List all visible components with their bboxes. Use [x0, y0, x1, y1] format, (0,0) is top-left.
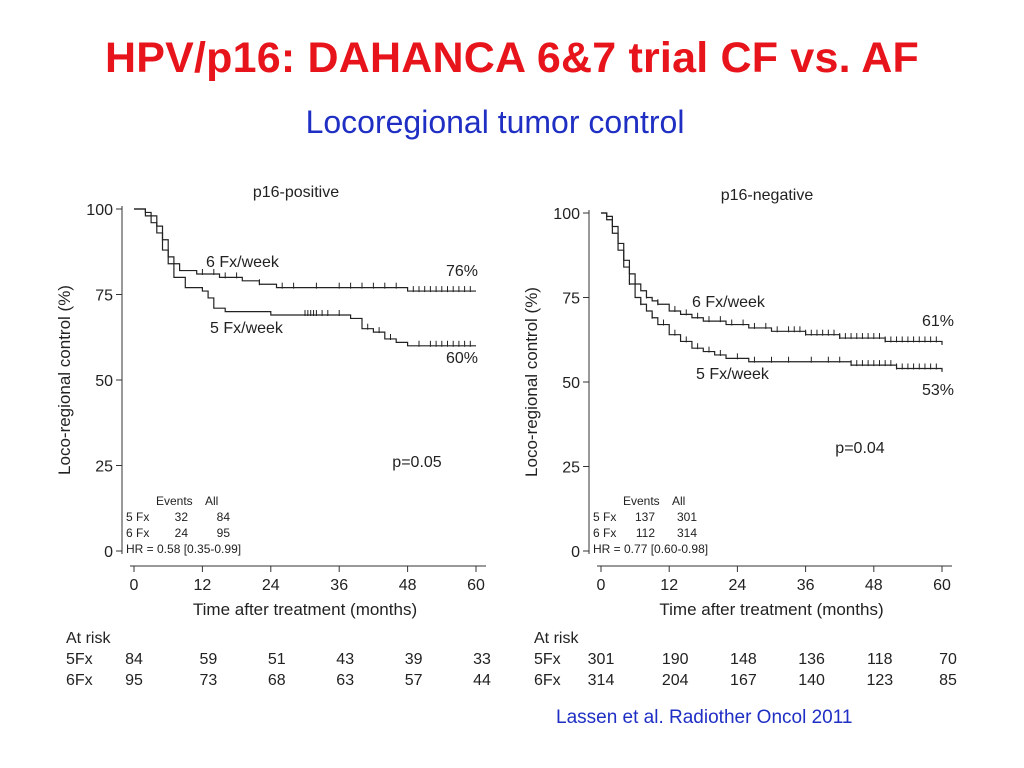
p-value: p=0.05	[392, 454, 441, 471]
events-count: 32	[175, 510, 189, 524]
x-tick-label: 48	[399, 577, 417, 594]
x-tick-label: 60	[467, 577, 485, 594]
series-label: 5 Fx/week	[210, 320, 284, 337]
series-end-label: 60%	[446, 350, 478, 367]
events-count: 24	[175, 526, 189, 540]
x-tick-label: 48	[865, 577, 883, 594]
at-risk-value: 148	[730, 651, 757, 668]
p-value: p=0.04	[835, 440, 884, 457]
all-header: All	[672, 494, 685, 508]
events-row-label: 5 Fx	[593, 510, 616, 524]
chart-p16-negative: 0 25 50 75 100 0 12 24 36 48 60 Time after treatmen…	[522, 187, 957, 689]
at-risk-value: 44	[473, 672, 491, 689]
x-tick-label: 24	[729, 577, 747, 594]
series-end-label: 76%	[446, 263, 478, 280]
km-curve-6fx	[601, 212, 943, 345]
y-tick-label: 75	[562, 291, 580, 308]
events-count: 137	[635, 510, 655, 524]
y-tick-label: 50	[95, 373, 113, 390]
series-label: 6 Fx/week	[692, 294, 766, 311]
all-count: 301	[677, 510, 697, 524]
hazard-ratio: HR = 0.58 [0.35-0.99]	[126, 542, 241, 556]
at-risk-value: 301	[588, 651, 615, 668]
all-count: 95	[217, 526, 231, 540]
page-title: HPV/p16: DAHANCA 6&7 trial CF vs. AF	[105, 34, 919, 82]
km-curve-6fx	[134, 208, 476, 292]
x-tick-label: 0	[130, 577, 139, 594]
y-tick-label: 50	[562, 375, 580, 392]
at-risk-value: 204	[662, 672, 689, 689]
at-risk-row-label: 5Fx	[534, 651, 561, 668]
at-risk-value: 43	[336, 651, 354, 668]
at-risk-value: 190	[662, 651, 689, 668]
km-curve-5fx	[134, 208, 476, 347]
x-tick-label: 36	[330, 577, 348, 594]
at-risk-row-label: 6Fx	[66, 672, 93, 689]
x-axis-label: Time after treatment (months)	[659, 600, 883, 619]
at-risk-value: 118	[867, 651, 893, 668]
at-risk-value: 63	[336, 672, 354, 689]
events-header: Events	[156, 494, 193, 508]
chart-title: p16-negative	[721, 187, 814, 204]
y-tick-label: 25	[95, 459, 113, 476]
hazard-ratio: HR = 0.77 [0.60-0.98]	[593, 542, 708, 556]
at-risk-value: 39	[405, 651, 423, 668]
at-risk-value: 57	[405, 672, 423, 689]
x-tick-label: 36	[797, 577, 815, 594]
y-tick-label: 0	[104, 544, 113, 561]
y-axis-label: Loco-regional control (%)	[522, 287, 541, 477]
at-risk-value: 136	[798, 651, 825, 668]
page-subtitle: Locoregional tumor control	[305, 104, 685, 140]
x-tick-label: 24	[262, 577, 280, 594]
x-tick-label: 12	[194, 577, 212, 594]
y-axis-label: Loco-regional control (%)	[55, 285, 74, 475]
events-header: Events	[623, 494, 660, 508]
at-risk-value: 167	[730, 672, 757, 689]
at-risk-value: 33	[473, 651, 491, 668]
y-tick-label: 25	[562, 460, 580, 477]
y-tick-label: 100	[86, 202, 113, 219]
series-end-label: 61%	[922, 313, 954, 330]
x-axis-label: Time after treatment (months)	[193, 600, 417, 619]
events-row-label: 6 Fx	[593, 526, 616, 540]
y-tick-label: 100	[553, 206, 580, 223]
at-risk-heading: At risk	[66, 630, 111, 647]
events-row-label: 6 Fx	[126, 526, 149, 540]
chart-title: p16-positive	[253, 184, 339, 201]
km-curve-5fx	[601, 212, 943, 372]
citation: Lassen et al. Radiother Oncol 2011	[556, 707, 853, 728]
at-risk-row-label: 6Fx	[534, 672, 561, 689]
series-label: 5 Fx/week	[696, 366, 770, 383]
all-count: 84	[217, 510, 231, 524]
at-risk-value: 73	[200, 672, 218, 689]
chart-p16-positive: 0 25 50 75 100 0 12 24 36 48 60 Time after treatmen…	[55, 184, 491, 689]
y-tick-label: 75	[95, 288, 113, 305]
x-tick-label: 0	[597, 577, 606, 594]
at-risk-value: 140	[798, 672, 825, 689]
x-tick-label: 60	[933, 577, 951, 594]
at-risk-value: 68	[268, 672, 286, 689]
x-tick-label: 12	[660, 577, 678, 594]
at-risk-value: 123	[866, 672, 893, 689]
at-risk-value: 59	[200, 651, 218, 668]
at-risk-value: 95	[125, 672, 143, 689]
events-count: 112	[636, 526, 655, 540]
y-tick-label: 0	[571, 544, 580, 561]
events-row-label: 5 Fx	[126, 510, 149, 524]
at-risk-value: 85	[939, 672, 957, 689]
at-risk-value: 84	[125, 651, 143, 668]
all-header: All	[205, 494, 218, 508]
series-label: 6 Fx/week	[206, 254, 280, 271]
at-risk-row-label: 5Fx	[66, 651, 93, 668]
at-risk-value: 70	[939, 651, 957, 668]
series-end-label: 53%	[922, 382, 954, 399]
all-count: 314	[677, 526, 697, 540]
at-risk-value: 51	[268, 651, 286, 668]
at-risk-value: 314	[588, 672, 615, 689]
at-risk-heading: At risk	[534, 630, 579, 647]
